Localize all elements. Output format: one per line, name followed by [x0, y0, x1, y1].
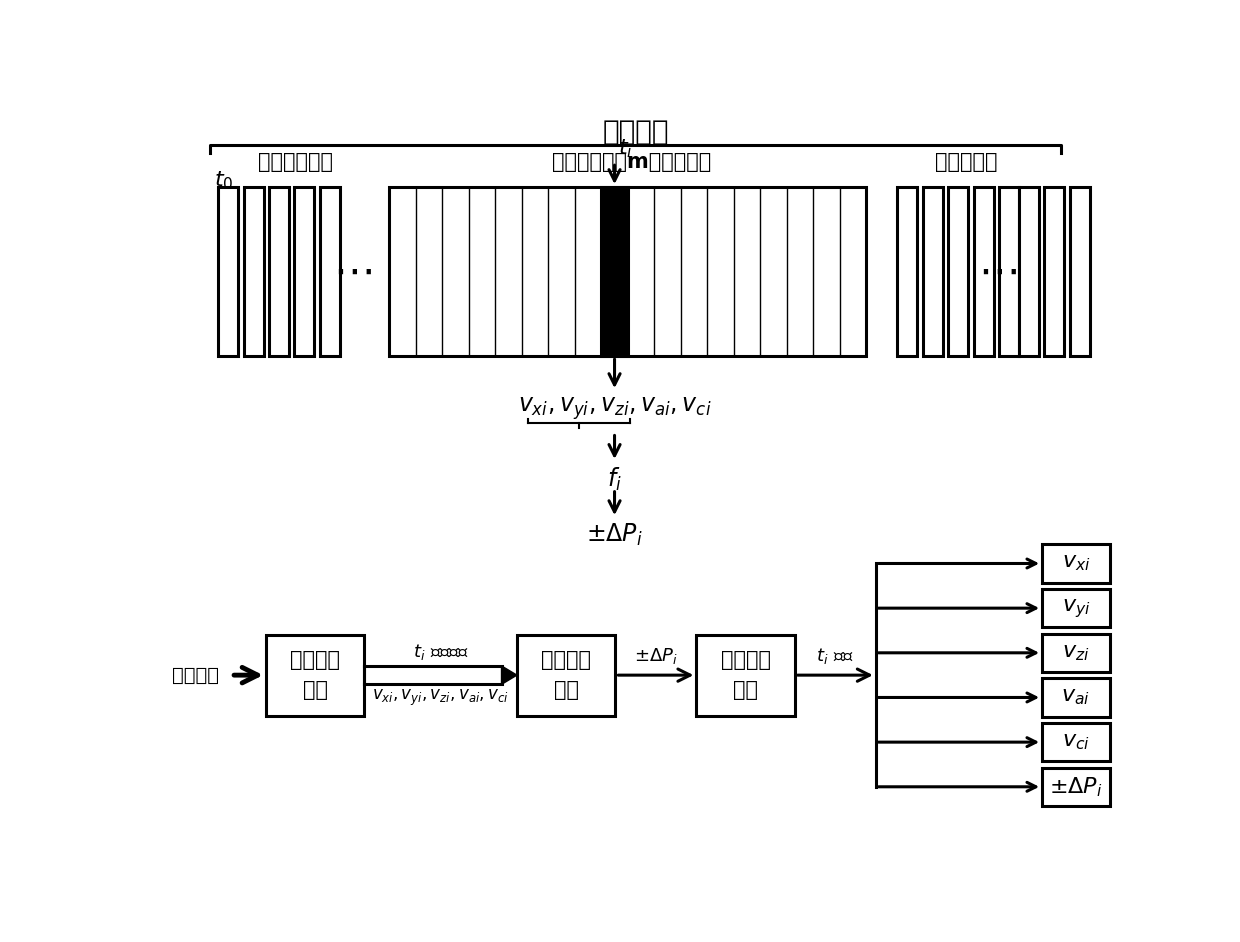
- Text: 程序预读（第m个程序段）: 程序预读（第m个程序段）: [552, 152, 712, 171]
- Text: $\pm\Delta P_i$: $\pm\Delta P_i$: [587, 522, 642, 548]
- Bar: [923, 187, 942, 356]
- Text: 数控程序: 数控程序: [171, 666, 218, 685]
- Text: $t_i$ 时刻: $t_i$ 时刻: [816, 646, 854, 666]
- Text: $v_{xi},v_{yi},v_{zi},v_{ai},v_{ci}$: $v_{xi},v_{yi},v_{zi},v_{ai},v_{ci}$: [372, 689, 510, 708]
- Text: $v_{ci}$: $v_{ci}$: [1061, 732, 1090, 752]
- Bar: [1042, 634, 1110, 672]
- Polygon shape: [501, 666, 517, 685]
- Text: 前瞻控制
单元: 前瞻控制 单元: [541, 650, 591, 700]
- Text: $f_i$: $f_i$: [608, 465, 622, 493]
- Text: 已加工程序段: 已加工程序段: [258, 152, 332, 171]
- Text: 程序预读
单元: 程序预读 单元: [290, 650, 340, 700]
- Bar: [1044, 187, 1064, 356]
- Text: 未处理程序: 未处理程序: [935, 152, 998, 171]
- Text: $\cdots$: $\cdots$: [978, 251, 1017, 293]
- Text: $v_{zi}$: $v_{zi}$: [1063, 642, 1090, 663]
- Bar: [265, 635, 365, 716]
- Text: 数控程序: 数控程序: [603, 118, 668, 145]
- Bar: [973, 187, 993, 356]
- Bar: [1042, 589, 1110, 627]
- Bar: [243, 187, 264, 356]
- Bar: [1042, 723, 1110, 761]
- Bar: [1042, 678, 1110, 717]
- Bar: [269, 187, 289, 356]
- Text: $v_{ai}$: $v_{ai}$: [1061, 688, 1090, 707]
- Text: $v_{xi},v_{yi},v_{zi},v_{ai},v_{ci}$: $v_{xi},v_{yi},v_{zi},v_{ai},v_{ci}$: [518, 396, 712, 422]
- Bar: [1042, 544, 1110, 583]
- Bar: [1019, 187, 1039, 356]
- Bar: [517, 635, 615, 716]
- Text: $\pm\Delta P_i$: $\pm\Delta P_i$: [1049, 775, 1102, 799]
- Bar: [218, 187, 238, 356]
- Bar: [294, 187, 315, 356]
- Bar: [697, 635, 795, 716]
- Text: $v_{yi}$: $v_{yi}$: [1061, 596, 1090, 620]
- Bar: [1042, 768, 1110, 806]
- Bar: [320, 187, 340, 356]
- Bar: [601, 187, 627, 356]
- Text: $\pm\Delta P_i$: $\pm\Delta P_i$: [634, 646, 678, 666]
- Bar: [1070, 187, 1090, 356]
- Text: $t_0$: $t_0$: [213, 170, 233, 192]
- Bar: [898, 187, 918, 356]
- Bar: [949, 187, 968, 356]
- Bar: [999, 187, 1019, 356]
- Text: $\cdots$: $\cdots$: [332, 251, 372, 293]
- Text: 控制系统
单元: 控制系统 单元: [720, 650, 770, 700]
- Text: $v_{xi}$: $v_{xi}$: [1061, 554, 1090, 574]
- Text: $t_i$: $t_i$: [619, 138, 634, 160]
- Text: $t_i$ 插补周期: $t_i$ 插补周期: [413, 642, 469, 662]
- Bar: [389, 187, 867, 356]
